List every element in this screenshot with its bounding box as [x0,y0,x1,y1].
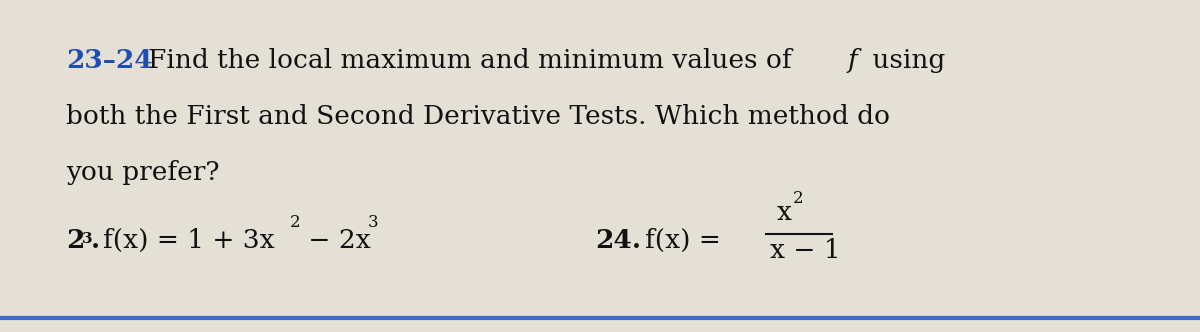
Text: x: x [778,200,792,225]
Text: 3: 3 [368,214,379,231]
Text: 2: 2 [793,190,804,207]
Text: x − 1: x − 1 [770,238,841,263]
Text: f(x) =: f(x) = [646,228,721,253]
Text: − 2x: − 2x [300,228,371,253]
Text: 24.: 24. [595,228,641,253]
Text: both the First and Second Derivative Tests. Which method do: both the First and Second Derivative Tes… [66,104,890,129]
Text: 2: 2 [66,228,84,253]
Text: 3: 3 [82,232,92,246]
Text: you prefer?: you prefer? [66,160,220,185]
Text: 23–24: 23–24 [66,48,152,73]
Text: .: . [91,228,100,253]
Text: using: using [864,48,946,73]
Text: f: f [848,48,858,73]
Text: 2: 2 [290,214,301,231]
Text: Find the local maximum and minimum values of: Find the local maximum and minimum value… [148,48,792,73]
Text: f(x) = 1 + 3x: f(x) = 1 + 3x [103,228,275,253]
